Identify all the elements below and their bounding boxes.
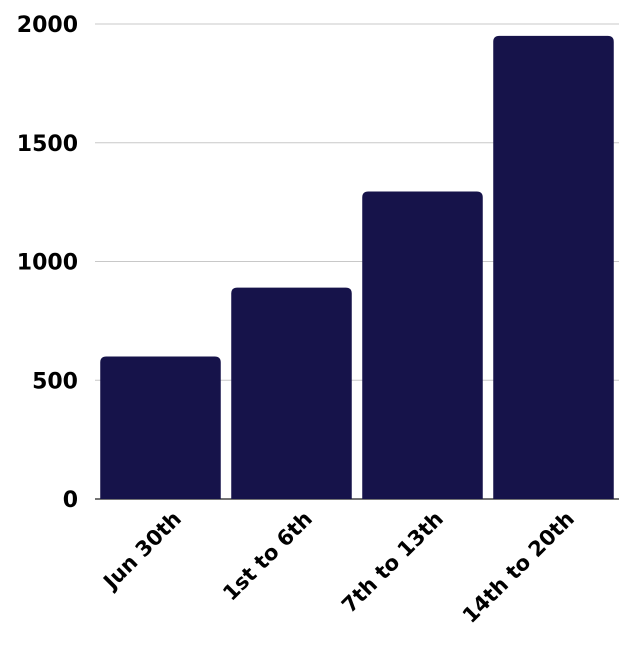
y-tick-label: 1500 — [17, 132, 78, 157]
bars — [100, 35, 614, 499]
x-axis-category-labels: Jun 30th 1st to 6th 7th to 13th 14th to 20t… — [97, 507, 579, 628]
x-category-label: 1st to 6th — [218, 507, 317, 606]
bar-3 — [362, 191, 483, 499]
bar-4 — [493, 35, 614, 499]
y-tick-label: 0 — [63, 488, 78, 513]
bar-2 — [231, 287, 352, 499]
y-tick-label: 1000 — [17, 251, 78, 276]
bar-1 — [100, 356, 221, 499]
x-category-label: 7th to 13th — [337, 507, 448, 618]
y-axis-tick-labels: 0 500 1000 1500 2000 — [17, 13, 78, 513]
y-tick-label: 500 — [32, 369, 78, 394]
x-category-label: Jun 30th — [97, 507, 186, 596]
y-tick-label: 2000 — [17, 13, 78, 38]
x-category-label: 14th to 20th — [458, 507, 579, 628]
